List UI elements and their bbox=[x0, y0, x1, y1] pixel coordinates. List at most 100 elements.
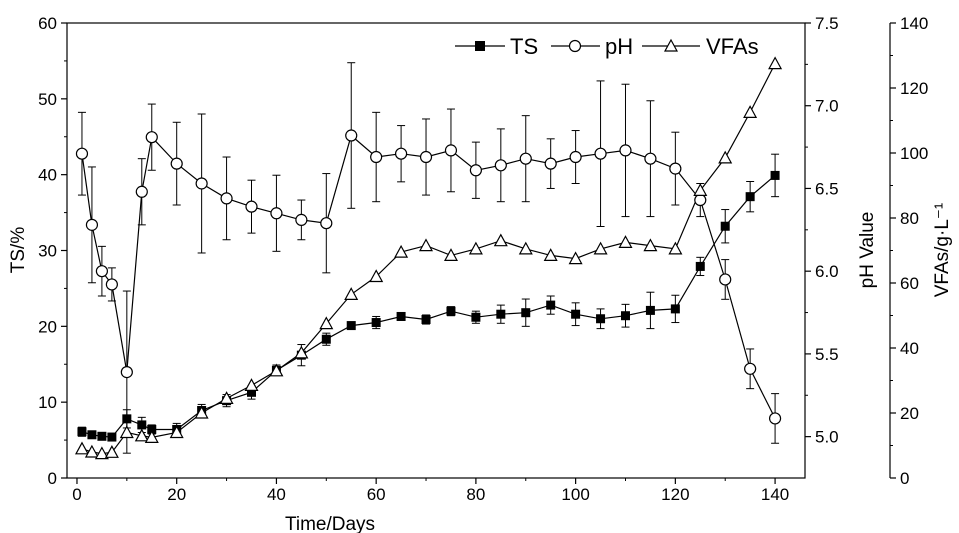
legend-vfas-marker bbox=[663, 38, 679, 52]
left-tick-label: 30 bbox=[38, 242, 57, 261]
left-tick-label: 0 bbox=[48, 469, 57, 488]
ts-point bbox=[620, 311, 630, 321]
legend-ph-marker bbox=[568, 39, 582, 53]
vfas-tick-label: 80 bbox=[900, 209, 919, 228]
vfas-point bbox=[119, 425, 134, 439]
vfas-point bbox=[394, 244, 409, 258]
ph-tick-label: 6.5 bbox=[815, 179, 839, 198]
x-tick-label: 40 bbox=[267, 485, 286, 504]
ph-tick-label: 6.0 bbox=[815, 262, 839, 281]
vfas-point bbox=[84, 444, 99, 458]
x-tick-label: 0 bbox=[72, 485, 81, 504]
ph-point bbox=[469, 164, 482, 177]
ph-point bbox=[619, 144, 632, 157]
error-bars bbox=[77, 62, 780, 454]
ph-point bbox=[768, 412, 782, 425]
ts-point bbox=[645, 305, 655, 315]
ts-point bbox=[147, 424, 157, 434]
vfas-point bbox=[568, 251, 583, 265]
ph-point bbox=[594, 147, 607, 160]
ph-point bbox=[145, 131, 158, 144]
vfas-point bbox=[468, 241, 483, 255]
vfas-point bbox=[768, 56, 783, 70]
vfas-point bbox=[134, 428, 149, 442]
ts-point bbox=[122, 414, 132, 424]
vfas-point bbox=[493, 233, 508, 247]
vfas-tick-label: 140 bbox=[900, 14, 928, 33]
ph-point bbox=[195, 177, 208, 190]
vfas-point bbox=[94, 446, 109, 460]
ts-point bbox=[87, 430, 97, 440]
ts-point bbox=[77, 427, 87, 437]
ts-point bbox=[670, 304, 680, 314]
ph-point bbox=[719, 273, 732, 286]
vfas-tick-label: 100 bbox=[900, 144, 928, 163]
ph-point bbox=[569, 150, 582, 164]
vfas-point bbox=[294, 345, 309, 359]
left-tick-label: 50 bbox=[38, 90, 57, 109]
ph-point bbox=[105, 278, 118, 291]
ph-point bbox=[270, 207, 283, 220]
ts-point bbox=[346, 321, 356, 331]
x-tick-label: 80 bbox=[466, 485, 485, 504]
y-axis-vfas-label: VFAs/g·L⁻¹ bbox=[932, 203, 953, 298]
ph-point bbox=[519, 152, 532, 165]
ts-point bbox=[720, 221, 730, 231]
legend-ts-marker bbox=[475, 41, 485, 51]
ph-point bbox=[170, 157, 183, 170]
ph-point bbox=[120, 366, 133, 379]
legend: TS pH VFAs bbox=[455, 34, 759, 59]
vfas-series-line bbox=[81, 63, 776, 455]
ph-point bbox=[694, 193, 707, 207]
ph-point bbox=[444, 144, 458, 157]
ts-point bbox=[521, 308, 531, 318]
ph-point bbox=[85, 218, 99, 231]
vfas-point bbox=[194, 405, 209, 419]
vfas-point bbox=[104, 445, 119, 458]
ts-point bbox=[496, 309, 506, 319]
series-lines bbox=[81, 63, 776, 455]
ph-point bbox=[245, 200, 258, 213]
vfas-point bbox=[169, 425, 184, 439]
vfas-point bbox=[418, 238, 434, 252]
vfas-point bbox=[643, 238, 658, 252]
vfas-point bbox=[319, 316, 334, 330]
legend-vfas-label: VFAs bbox=[706, 34, 759, 59]
ph-point bbox=[320, 217, 333, 230]
vfas-point bbox=[543, 248, 558, 261]
ph-tick-label: 7.0 bbox=[815, 97, 839, 116]
left-tick-label: 60 bbox=[38, 14, 57, 33]
ph-series-line bbox=[81, 134, 776, 419]
legend-ts-label: TS bbox=[510, 34, 538, 59]
ph-point bbox=[394, 147, 408, 160]
ts-point bbox=[97, 431, 107, 441]
legend-ph-label: pH bbox=[605, 34, 633, 59]
ph-point bbox=[669, 162, 682, 175]
ph-tick-label: 7.5 bbox=[815, 14, 839, 33]
ts-point bbox=[571, 309, 581, 319]
ph-point bbox=[494, 159, 507, 172]
vfas-point bbox=[144, 430, 159, 443]
ts-point bbox=[247, 387, 256, 397]
left-tick-label: 40 bbox=[38, 166, 57, 185]
ts-point bbox=[596, 314, 606, 324]
x-axis-label: Time/Days bbox=[285, 514, 375, 533]
ph-point bbox=[295, 213, 308, 226]
x-tick-label: 120 bbox=[661, 485, 689, 504]
ph-point bbox=[95, 265, 109, 278]
vfas-point bbox=[269, 363, 284, 377]
vfas-point bbox=[518, 241, 533, 255]
series-markers bbox=[74, 56, 783, 460]
ts-point bbox=[396, 311, 406, 321]
vfas-point bbox=[344, 287, 359, 300]
axis-ticks: 0 20 40 60 80 100 120 140 0 10 20 30 40 50 60 5.0 5.5 6.0… bbox=[38, 14, 928, 504]
ph-point bbox=[370, 150, 383, 164]
ts-point bbox=[321, 334, 331, 344]
vfas-point bbox=[219, 391, 234, 404]
vfas-point bbox=[74, 441, 90, 455]
vfas-tick-label: 0 bbox=[900, 469, 909, 488]
vfas-point bbox=[369, 269, 384, 283]
plot-border bbox=[66, 22, 806, 479]
ts-point bbox=[137, 420, 147, 430]
